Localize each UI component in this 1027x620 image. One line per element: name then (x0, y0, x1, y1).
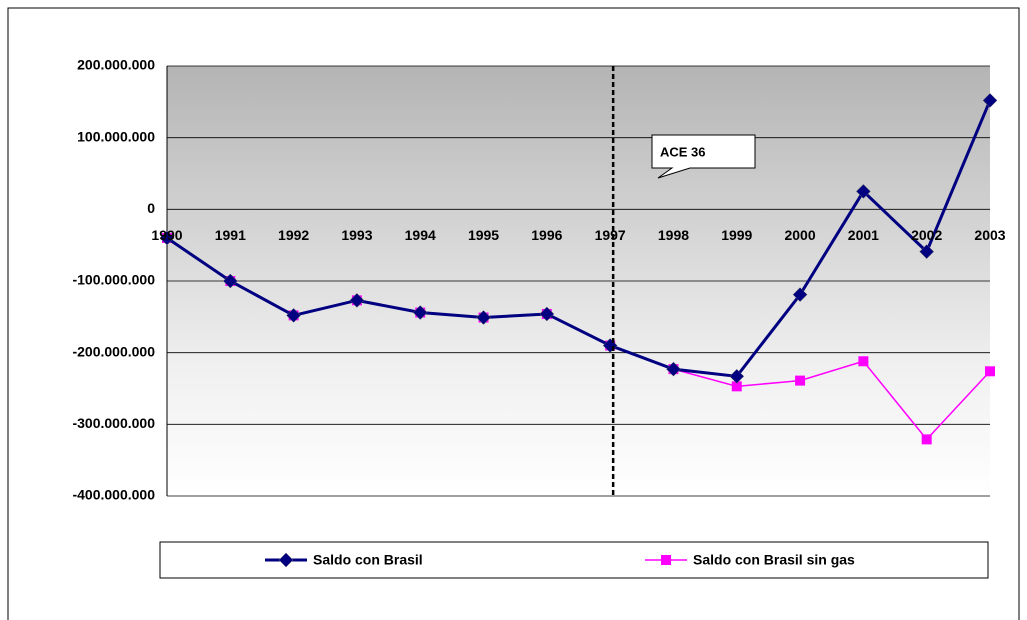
marks (159, 93, 998, 445)
y-tick-label: -400.000.000 (72, 487, 155, 503)
point (159, 230, 175, 246)
x-tick-label: 2000 (784, 227, 815, 243)
x-tick-label: 2003 (974, 227, 1005, 243)
point (856, 184, 871, 199)
y-tick-label: -200.000.000 (72, 343, 155, 359)
point (858, 356, 869, 367)
point (222, 273, 238, 289)
point (919, 244, 935, 259)
y-tick-label: 100.000.000 (77, 128, 155, 144)
callout (651, 134, 756, 179)
annotation-text: ACE 36 (660, 144, 706, 159)
annotation: ACE 36 (651, 134, 756, 179)
legend-label: Saldo con Brasil sin gas (693, 552, 855, 568)
y-tick-label: -100.000.000 (72, 272, 155, 288)
x-tick-label: 2001 (848, 227, 879, 243)
x-tick-label: 1999 (721, 227, 752, 243)
x-tick-label: 1994 (405, 227, 436, 243)
legend-label: Saldo con Brasil (313, 552, 423, 568)
point (982, 93, 998, 108)
point (666, 361, 681, 377)
point (286, 308, 301, 323)
y-tick-label: 0 (147, 200, 155, 216)
grid (167, 65, 990, 497)
point (795, 375, 806, 386)
x-tick-label: 1995 (468, 227, 499, 243)
point (731, 381, 742, 392)
x-tick-label: 1996 (531, 227, 562, 243)
x-tick-label: 1997 (595, 227, 626, 243)
x-tick-label: 1992 (278, 227, 309, 243)
point (349, 292, 365, 308)
point (729, 368, 745, 384)
y-tick-label: -300.000.000 (72, 415, 155, 431)
point (921, 434, 932, 445)
point (792, 287, 808, 302)
series-line (166, 99, 992, 378)
point (476, 310, 491, 325)
legend-marker (278, 552, 294, 568)
y-tick-label: 200.000.000 (77, 57, 155, 73)
point (985, 366, 995, 377)
x-tick-label: 1998 (658, 227, 689, 243)
point (539, 306, 555, 322)
point (602, 338, 618, 353)
x-tick-label: 1993 (341, 227, 372, 243)
point (412, 305, 428, 320)
x-tick-label: 1991 (215, 227, 246, 243)
legend-marker (661, 555, 671, 565)
x-tick-label: 1990 (151, 227, 182, 243)
x-tick-label: 2002 (911, 227, 942, 243)
